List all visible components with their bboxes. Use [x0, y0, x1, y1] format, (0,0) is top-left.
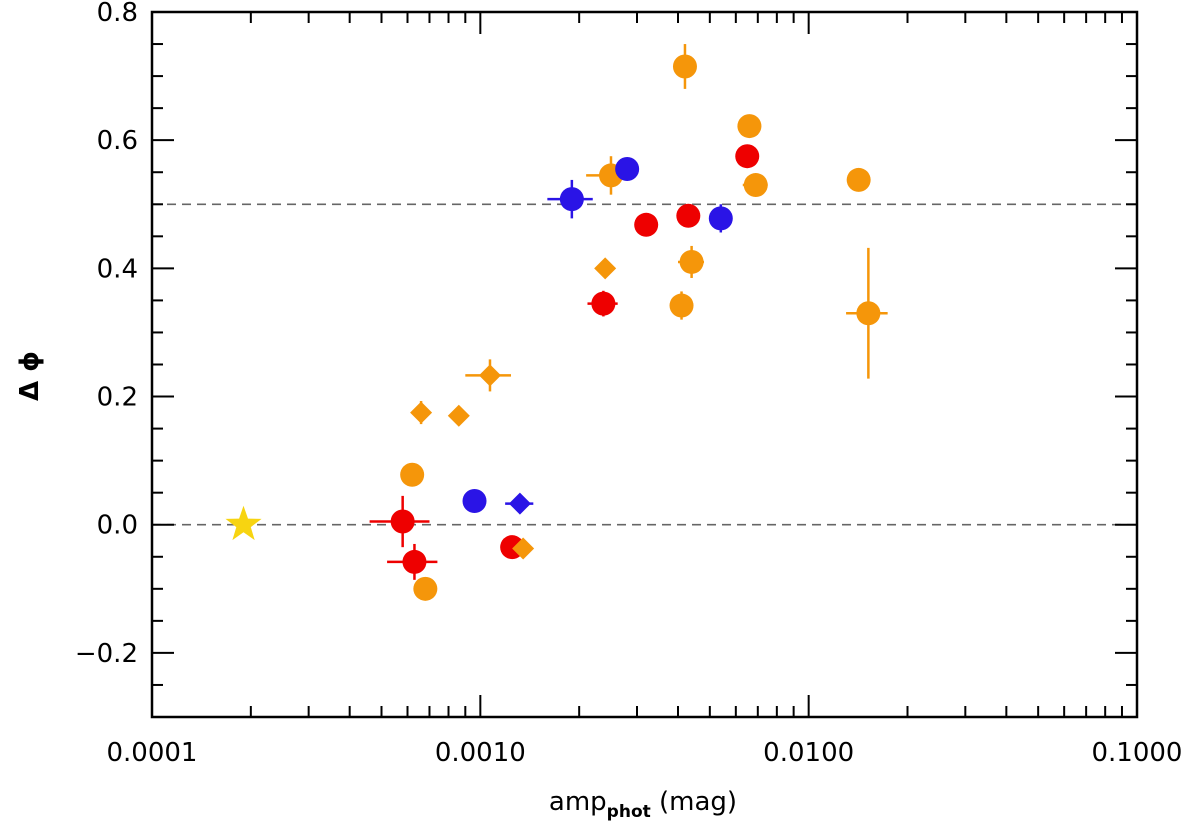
plot-frame	[150, 10, 1139, 719]
y-tick-label: 0.4	[97, 254, 138, 284]
data-point	[400, 462, 425, 487]
x-axis-title: ampphot (mag)	[549, 787, 737, 822]
series-orange-circles	[400, 44, 888, 601]
data-point	[735, 144, 760, 169]
series-red-circles	[369, 144, 760, 580]
data-point	[676, 203, 701, 228]
data-point	[512, 537, 535, 560]
x-tick-label: 0.0001	[107, 738, 198, 768]
data-point	[508, 492, 531, 515]
x-tick-label: 0.0100	[763, 738, 854, 768]
data-point	[679, 249, 704, 274]
tick-labels: 0.0001 0.0010 0.0100 0.1000 −0.2 0.0 0.2 0.4 0.6…	[75, 0, 1183, 768]
y-tick-label: 0.0	[97, 511, 138, 541]
x-tick-label: 0.0010	[435, 738, 526, 768]
data-point	[708, 206, 733, 231]
series-sun-star	[225, 505, 262, 541]
y-tick-label: 0.2	[97, 383, 138, 413]
x-axis-title-unit: (mag)	[651, 787, 737, 817]
data-point	[591, 291, 616, 316]
x-axis-title-subscript: phot	[607, 802, 651, 822]
data-point	[478, 364, 501, 387]
data-point	[390, 509, 415, 534]
y-tick-label: 0.8	[97, 0, 138, 28]
data-markers	[225, 44, 888, 601]
data-point	[462, 489, 487, 514]
reference-lines	[152, 203, 1137, 526]
data-point	[559, 187, 584, 212]
sun-star-marker	[225, 505, 262, 541]
y-tick-label: 0.6	[97, 126, 138, 156]
axis-ticks	[151, 11, 1138, 718]
data-point	[743, 173, 768, 198]
x-axis-title-main: amp	[549, 787, 607, 817]
data-point	[402, 549, 427, 574]
x-tick-label: 0.1000	[1092, 738, 1183, 768]
series-orange-diamonds	[410, 257, 617, 560]
data-point	[669, 293, 694, 318]
series-blue-circles	[462, 157, 733, 514]
data-point	[413, 576, 438, 601]
data-point	[410, 401, 433, 424]
y-axis-title: Δ ϕ	[15, 351, 45, 401]
data-point	[447, 404, 470, 427]
series-blue-diamonds	[505, 492, 534, 515]
data-point	[856, 301, 881, 326]
data-point	[672, 54, 697, 79]
data-point	[594, 257, 617, 280]
data-point	[846, 167, 871, 192]
data-point	[737, 114, 762, 139]
y-tick-label: −0.2	[75, 639, 138, 669]
data-point	[634, 212, 659, 237]
data-point	[615, 157, 640, 182]
